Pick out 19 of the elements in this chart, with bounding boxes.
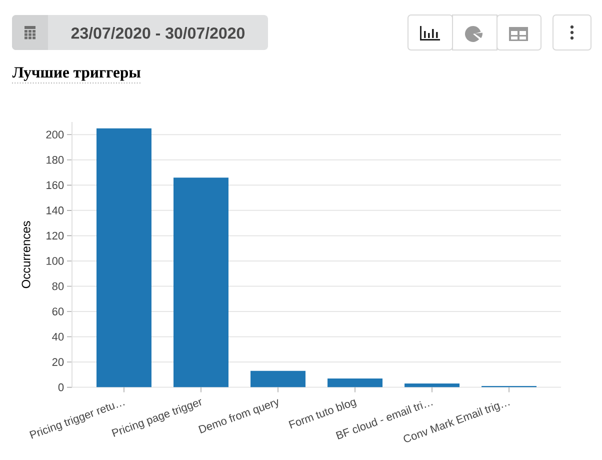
- y-tick-label: 0: [58, 383, 64, 392]
- chart-title: Лучшие триггеры: [12, 67, 140, 81]
- y-tick-label: 40: [52, 332, 64, 341]
- y-tick-label: 120: [46, 232, 64, 240]
- bar: [96, 128, 152, 388]
- y-tick-label: 200: [46, 130, 64, 139]
- y-tick-label: 80: [52, 282, 64, 290]
- y-tick-label: 180: [46, 156, 64, 164]
- y-tick-label: 100: [46, 257, 64, 265]
- y-tick-label: 20: [52, 358, 64, 366]
- chart-subtitle: 23/07/2020 - 30/07/2020: [71, 27, 244, 39]
- y-tick-label: 140: [46, 206, 64, 214]
- y-tick-label: 60: [52, 308, 64, 316]
- y-tick-label: 160: [46, 181, 64, 190]
- bar: [174, 178, 228, 388]
- bar: [250, 370, 306, 388]
- bar: [404, 384, 460, 388]
- y-axis-title: Occurrences: [22, 221, 30, 288]
- bar: [328, 378, 383, 388]
